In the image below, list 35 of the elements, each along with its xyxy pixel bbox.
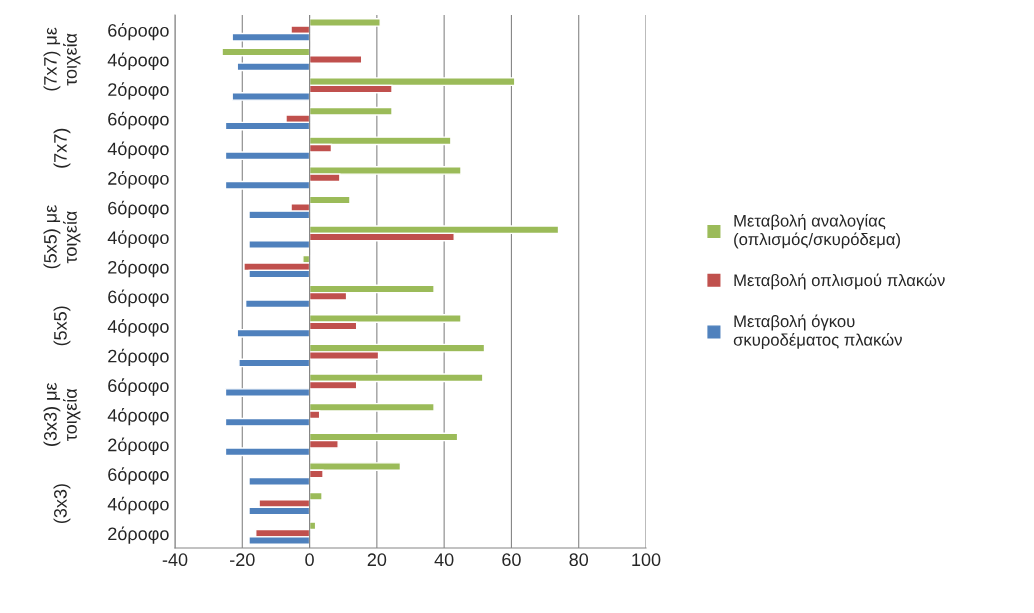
text: (7x7) bbox=[53, 128, 71, 168]
text: (7x7) με τοιχεία bbox=[43, 27, 81, 91]
y-tick-label: 6όροφο bbox=[108, 378, 169, 396]
legend-label: Μεταβολή όγκου σκυροδέματος πλακών bbox=[733, 314, 902, 350]
y-tick-label: 4όροφο bbox=[107, 141, 169, 159]
y-tick-label: 6όροφο bbox=[108, 23, 169, 41]
y-tick-label: 4όροφο bbox=[107, 230, 169, 248]
text: (5x5) με τοιχεία bbox=[43, 205, 81, 269]
y-tick-label: 6όροφο bbox=[108, 467, 169, 485]
y-tick-label: 6όροφο bbox=[108, 289, 169, 307]
y-tick-label: 2όροφο bbox=[108, 348, 169, 367]
y-tick-label: 2όροφο bbox=[108, 259, 169, 278]
x-tick-label: -20 bbox=[230, 553, 255, 567]
x-tick-label: 40 bbox=[434, 553, 454, 567]
y-tick-label: 6όροφο bbox=[108, 200, 169, 219]
y-tick-label: 4όροφο bbox=[107, 52, 169, 70]
text: (5x5) bbox=[53, 306, 71, 346]
y-tick-label: 2όροφο bbox=[108, 437, 169, 455]
x-tick-label: 0 bbox=[305, 553, 314, 567]
legend-label: Μεταβολή οπλισμού πλακών bbox=[734, 273, 945, 290]
text: (3x3) bbox=[53, 484, 71, 524]
y-tick-label: 4όροφο bbox=[107, 407, 169, 426]
y-tick-label: 2όροφο bbox=[108, 171, 169, 189]
y-tick-label: 4όροφο bbox=[107, 319, 169, 337]
x-tick-label: 80 bbox=[569, 553, 589, 567]
text: (3x3) με τοιχεία bbox=[43, 382, 81, 446]
x-tick-label: 20 bbox=[367, 553, 387, 567]
x-tick-label: -40 bbox=[162, 553, 188, 567]
y-tick-label: 4όροφο bbox=[107, 496, 169, 515]
y-tick-label: 2όροφο bbox=[108, 82, 169, 100]
x-tick-label: 100 bbox=[632, 553, 661, 567]
y-tick-label: 6όροφο bbox=[108, 111, 169, 130]
x-tick-label: 60 bbox=[502, 553, 521, 567]
legend-label: Μεταβολή αναλογίας (οπλισμός/σκυρόδεμα) bbox=[734, 213, 900, 249]
y-tick-label: 2όροφο bbox=[108, 526, 169, 544]
